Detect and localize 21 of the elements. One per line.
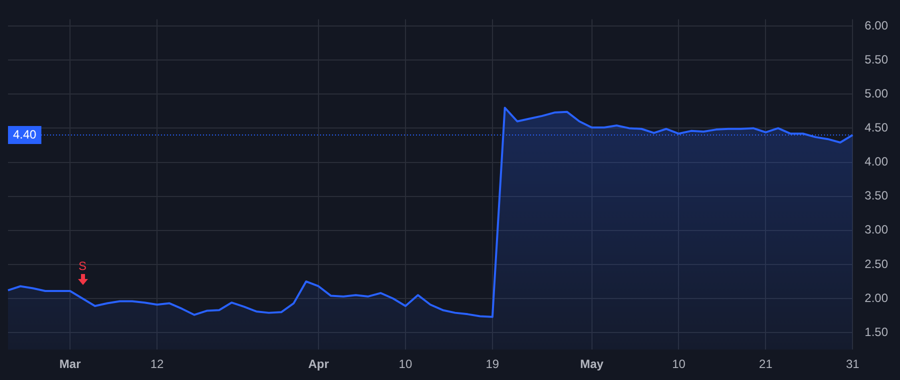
y-tick-label: 3.50 xyxy=(864,188,888,203)
y-tick-label: 4.50 xyxy=(864,120,888,135)
ref-line-label: 4.40 xyxy=(13,127,37,142)
x-tick-label: 21 xyxy=(759,357,773,372)
y-tick-label: 5.00 xyxy=(864,86,888,100)
y-tick-label: 3.00 xyxy=(864,222,888,237)
x-tick-label: May xyxy=(580,357,604,372)
y-tick-label: 6.00 xyxy=(864,18,888,32)
x-tick-label: 19 xyxy=(486,357,500,372)
x-tick-label: Apr xyxy=(308,357,330,372)
x-tick-label: 31 xyxy=(846,357,860,372)
x-tick-label: 10 xyxy=(398,357,412,372)
y-tick-label: 2.00 xyxy=(864,290,888,305)
x-tick-label: 10 xyxy=(672,357,686,372)
y-tick-label: 2.50 xyxy=(864,256,888,271)
x-tick-label: 12 xyxy=(150,357,164,372)
annotation: S xyxy=(78,258,87,273)
x-tick-label: Mar xyxy=(59,357,82,372)
y-tick-label: 5.50 xyxy=(864,52,888,66)
y-tick-label: 4.00 xyxy=(864,154,888,169)
y-tick-label: 1.50 xyxy=(864,324,888,339)
